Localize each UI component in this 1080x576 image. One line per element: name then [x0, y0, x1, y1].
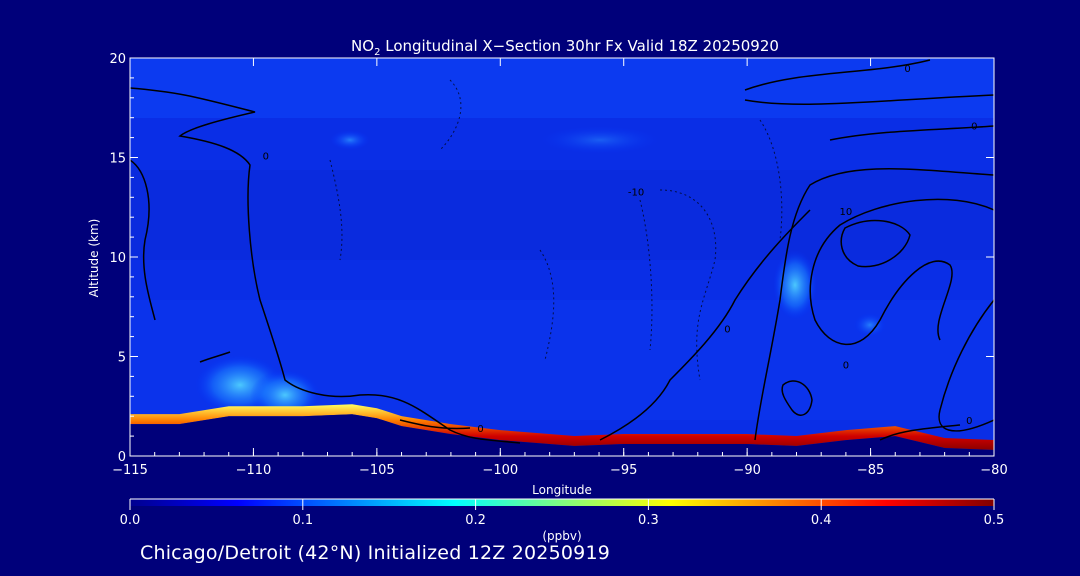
x-tick-label: −105: [359, 463, 395, 478]
x-tick-label: −90: [733, 463, 760, 478]
colorbar-tick-label: 0.4: [811, 513, 832, 528]
contour-line: [781, 380, 813, 416]
colorbar-tick-label: 0.1: [292, 513, 313, 528]
contour-line: [744, 59, 931, 91]
plot-area: 0 0 0 10 -10 0 0 0 0: [130, 58, 994, 456]
footer-caption: Chicago/Detroit (42°N) Initialized 12Z 2…: [140, 542, 611, 564]
x-tick-label: −100: [482, 463, 518, 478]
contour-line: [130, 87, 521, 444]
colorbar-tick-label: 0.0: [120, 513, 141, 528]
x-tick-label: −80: [980, 463, 1007, 478]
contour-label: 0: [971, 122, 977, 133]
contour-line: [840, 219, 911, 268]
y-axis-label: Altitude (km): [87, 219, 101, 298]
y-tick-label: 15: [109, 152, 126, 167]
chart-title-subscript: 2: [374, 47, 380, 58]
contour-line: [199, 351, 231, 363]
contour-line: [744, 94, 994, 106]
contour-line: [130, 159, 156, 321]
contour-label: 0: [843, 360, 849, 371]
colorbar-ticks: 0.0 0.1 0.2 0.3 0.4 0.5: [120, 498, 1005, 528]
chart-title-rest: Longitudinal X−Section 30hr Fx Valid 18Z…: [380, 37, 778, 55]
contour-label: 10: [840, 207, 853, 218]
contour-labels: 0 0 0 10 -10 0 0 0 0: [263, 64, 978, 435]
chart-title-main: NO: [351, 37, 374, 55]
field-blob-right-small: [854, 313, 886, 337]
contour-line: [879, 424, 961, 441]
terrain-mask: [130, 414, 994, 456]
contour-label: -10: [628, 187, 644, 198]
y-tick-label: 5: [118, 351, 126, 366]
colorbar-tick-label: 0.5: [984, 513, 1005, 528]
contour-lines: [130, 59, 994, 444]
contour-lines-dotted: [329, 79, 783, 381]
contour-line: [399, 419, 471, 430]
x-axis-label: Longitude: [532, 483, 592, 497]
colorbar-tick-label: 0.3: [638, 513, 659, 528]
field-band-mid: [130, 170, 994, 260]
x-tick-label: −95: [610, 463, 637, 478]
contour-label: 0: [724, 325, 730, 336]
contour-line: [809, 198, 994, 346]
y-tick-label: 0: [118, 450, 126, 465]
contour-label: 0: [477, 424, 483, 435]
colorbar: 0.0 0.1 0.2 0.3 0.4 0.5 (ppbv): [120, 498, 1005, 543]
colorbar-unit-label: (ppbv): [542, 529, 581, 543]
x-tick-label: −110: [236, 463, 272, 478]
contour-label: 0: [904, 64, 910, 75]
contour-line: [599, 209, 811, 441]
contour-line: [829, 125, 994, 141]
field-blob-upper: [330, 130, 370, 150]
contour-line: [938, 299, 994, 432]
y-tick-label: 10: [109, 251, 126, 266]
y-axis: 0 5 10 15 20: [109, 52, 994, 465]
field-band-upper: [130, 58, 994, 118]
contour-label: 0: [966, 416, 972, 427]
x-axis: −115 −110 −105 −100 −95 −90 −85 −80: [112, 58, 1008, 478]
field-blob-upper-2: [540, 126, 660, 154]
colorbar-tick-label: 0.2: [465, 513, 486, 528]
chart-title: NO2 Longitudinal X−Section 30hr Fx Valid…: [351, 37, 779, 58]
x-tick-label: −115: [112, 463, 148, 478]
y-tick-label: 20: [109, 52, 126, 67]
x-tick-label: −85: [857, 463, 884, 478]
surface-no2-layer: [130, 404, 994, 451]
colorbar-bar: [130, 499, 994, 506]
contour-label: 0: [263, 151, 269, 162]
